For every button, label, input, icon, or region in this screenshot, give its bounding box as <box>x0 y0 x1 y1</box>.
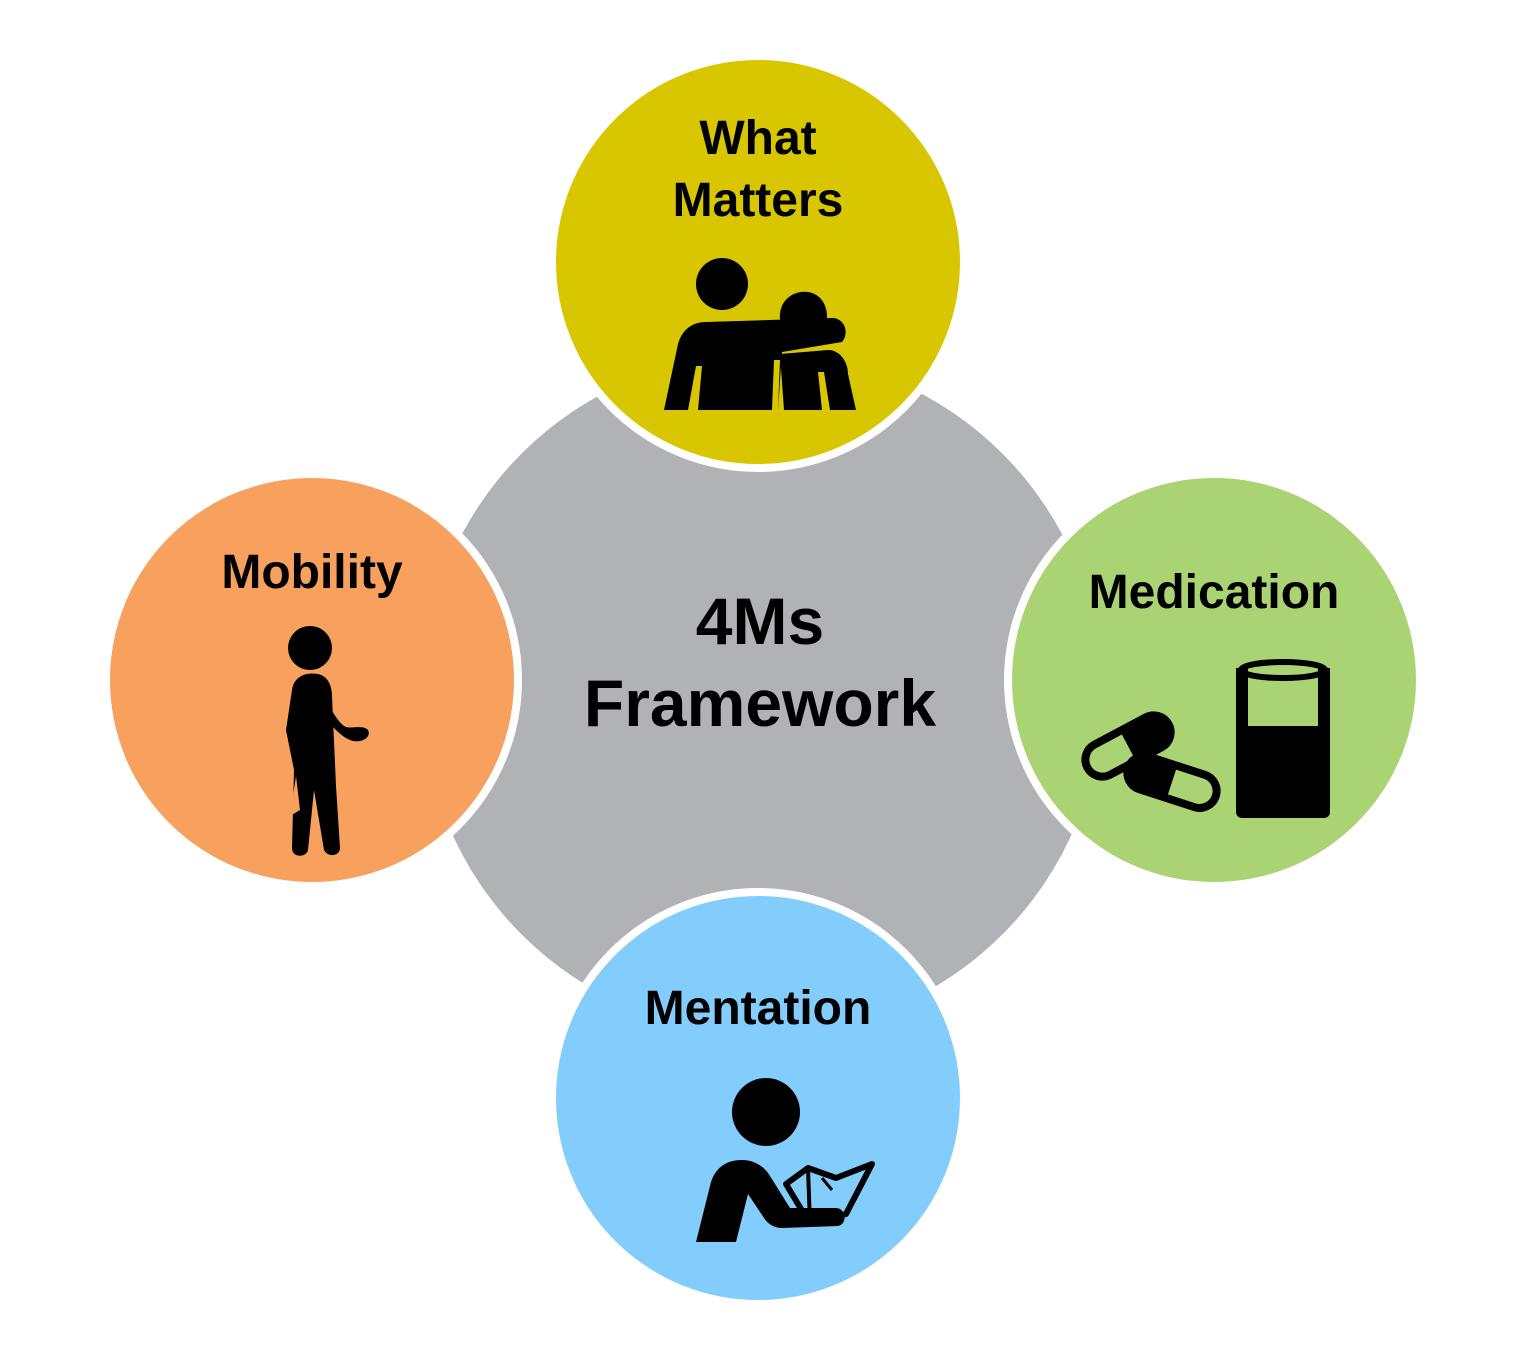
what-matters-label: What Matters <box>556 108 960 232</box>
node-mobility: Mobility <box>102 470 522 890</box>
what-matters-label-line1: What <box>699 112 817 165</box>
mobility-label: Mobility <box>221 546 403 599</box>
node-mentation: Mentation <box>548 888 968 1308</box>
person-walking-icon <box>286 626 369 856</box>
what-matters-label-line2: Matters <box>672 174 844 227</box>
person-reading-icon <box>696 1078 875 1242</box>
center-title-line1: 4Ms <box>695 584 825 658</box>
center-title: 4Ms Framework <box>500 580 1020 744</box>
pills-and-glass-icon <box>1081 659 1330 818</box>
two-people-embrace-icon <box>664 258 856 410</box>
mentation-label: Mentation <box>644 982 872 1035</box>
medication-label: Medication <box>1088 566 1340 619</box>
node-what-matters: What Matters <box>548 52 968 472</box>
node-medication: Medication <box>1004 470 1424 890</box>
center-title-line2: Framework <box>583 666 937 740</box>
